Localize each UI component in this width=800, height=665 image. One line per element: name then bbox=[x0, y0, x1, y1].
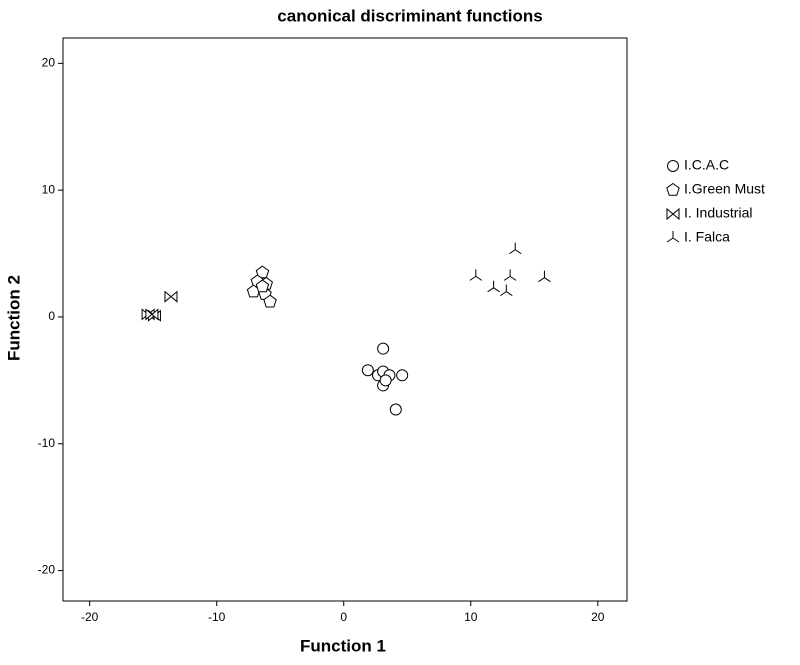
point bbox=[487, 280, 500, 293]
legend-label: I. Industrial bbox=[684, 205, 752, 221]
legend-marker bbox=[666, 231, 680, 243]
point bbox=[145, 308, 159, 321]
legend-label: I.C.A.C bbox=[684, 157, 729, 173]
plot-frame bbox=[62, 37, 628, 602]
point bbox=[538, 270, 551, 283]
point bbox=[469, 269, 483, 281]
point bbox=[377, 342, 390, 355]
x-axis-label: Function 1 bbox=[300, 636, 386, 655]
point bbox=[263, 294, 277, 308]
chart-title: canonical discriminant functions bbox=[277, 6, 542, 25]
point bbox=[389, 403, 402, 416]
legend-marker bbox=[667, 160, 679, 172]
y-tick-label: 0 bbox=[48, 309, 55, 323]
legend-marker bbox=[666, 182, 680, 196]
x-tick-label: -20 bbox=[81, 610, 99, 624]
y-tick-label: -10 bbox=[38, 436, 56, 450]
point bbox=[396, 369, 409, 382]
y-tick-label: 10 bbox=[42, 182, 56, 196]
x-tick-label: 0 bbox=[340, 610, 347, 624]
x-tick-label: 10 bbox=[464, 610, 478, 624]
point bbox=[379, 374, 392, 387]
point bbox=[361, 364, 374, 377]
point bbox=[503, 269, 517, 281]
point bbox=[255, 279, 270, 293]
y-axis-label: Function 2 bbox=[4, 275, 23, 361]
y-tick-label: -20 bbox=[38, 563, 56, 577]
point bbox=[500, 284, 513, 297]
legend-label: I. Falca bbox=[684, 229, 730, 245]
x-tick-label: -10 bbox=[208, 610, 226, 624]
legend-label: I.Green Must bbox=[684, 181, 765, 197]
legend-marker bbox=[666, 207, 680, 221]
point bbox=[255, 265, 270, 279]
x-tick-label: 20 bbox=[591, 610, 605, 624]
point bbox=[164, 290, 178, 303]
point bbox=[508, 242, 522, 255]
y-tick-label: 20 bbox=[42, 56, 56, 70]
